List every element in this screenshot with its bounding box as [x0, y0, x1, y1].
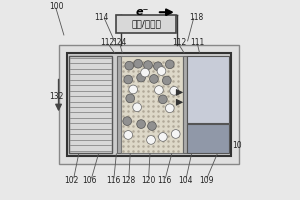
- Circle shape: [129, 85, 137, 94]
- Bar: [121, 56, 183, 153]
- Bar: [116, 15, 176, 33]
- Text: 102: 102: [64, 176, 79, 185]
- Text: 124: 124: [112, 38, 127, 47]
- Circle shape: [133, 103, 142, 112]
- Circle shape: [148, 122, 156, 130]
- Bar: [69, 56, 112, 153]
- Circle shape: [137, 120, 146, 128]
- Circle shape: [141, 68, 149, 77]
- Circle shape: [134, 59, 142, 68]
- Text: 128: 128: [121, 176, 135, 185]
- Circle shape: [137, 73, 146, 82]
- Text: 112: 112: [172, 38, 187, 47]
- Circle shape: [171, 130, 180, 138]
- Text: 116: 116: [106, 176, 121, 185]
- Circle shape: [125, 61, 134, 70]
- Circle shape: [124, 75, 133, 84]
- Text: 负载/电压源: 负载/电压源: [131, 20, 161, 29]
- Text: 112: 112: [100, 38, 115, 47]
- Text: 132: 132: [49, 92, 63, 101]
- Bar: [187, 56, 229, 123]
- Text: 116: 116: [158, 176, 172, 185]
- Circle shape: [157, 67, 166, 75]
- Text: 111: 111: [190, 38, 205, 47]
- Circle shape: [165, 60, 174, 69]
- Text: 118: 118: [189, 13, 204, 22]
- Text: 106: 106: [82, 176, 97, 185]
- Circle shape: [150, 75, 158, 83]
- Circle shape: [163, 76, 171, 85]
- Circle shape: [154, 62, 162, 71]
- Text: 10: 10: [232, 141, 242, 150]
- Circle shape: [154, 86, 163, 94]
- Circle shape: [144, 61, 152, 69]
- Circle shape: [126, 94, 135, 103]
- Text: 104: 104: [178, 176, 193, 185]
- Bar: [117, 56, 122, 153]
- Circle shape: [170, 86, 178, 95]
- Text: 109: 109: [199, 176, 214, 185]
- Bar: [59, 45, 239, 164]
- Circle shape: [123, 117, 132, 125]
- Bar: [183, 56, 187, 153]
- Text: 114: 114: [94, 13, 109, 22]
- Text: e⁻: e⁻: [136, 7, 149, 17]
- Circle shape: [158, 133, 167, 141]
- Circle shape: [165, 104, 174, 113]
- Bar: [187, 124, 229, 153]
- Circle shape: [124, 131, 133, 139]
- Text: 100: 100: [49, 2, 63, 11]
- Circle shape: [147, 136, 155, 144]
- Bar: [67, 53, 231, 156]
- Text: 120: 120: [141, 176, 155, 185]
- Circle shape: [158, 95, 167, 104]
